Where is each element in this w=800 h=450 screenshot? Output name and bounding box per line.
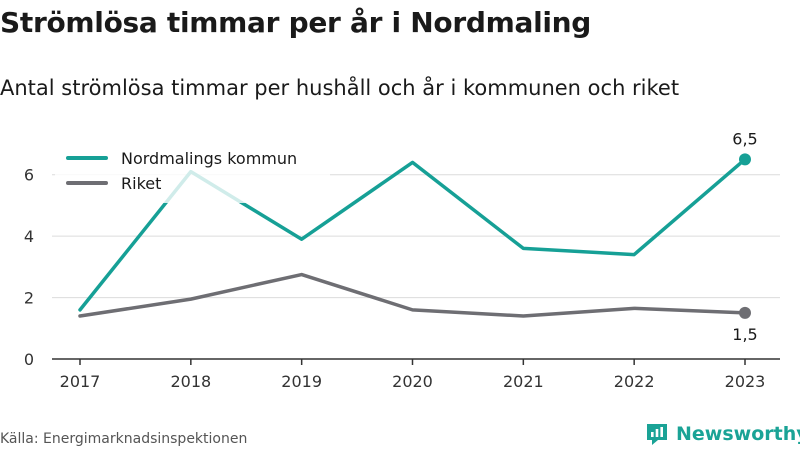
source-note: Källa: Energimarknadsinspektionen [0,431,248,447]
x-tick-label: 2022 [614,372,655,391]
series-end-point-1 [739,306,751,319]
y-tick-label: 0 [24,350,34,369]
brand-wordmark: Newsworthy [676,423,800,445]
legend-label: Riket [121,174,161,193]
legend-background [55,143,330,203]
chart-title: Strömlösa timmar per år i Nordmaling [0,6,592,39]
end-value-label: 6,5 [732,129,757,148]
series-line-1 [78,272,747,318]
end-value-label: 1,5 [732,325,757,344]
y-axis-ticks: 0 2 4 6 [24,166,34,369]
y-tick-label: 6 [24,166,34,185]
x-tick-label: 2021 [503,372,544,391]
x-axis: 2017 2018 2019 2020 2021 2022 2023 [52,358,780,391]
legend-label: Nordmalings kommun [121,149,297,168]
x-tick-label: 2023 [725,372,766,391]
y-tick-label: 4 [24,227,34,246]
x-tick-label: 2019 [281,372,322,391]
x-tick-label: 2020 [392,372,433,391]
legend: Nordmalings kommun Riket [55,143,330,203]
x-tick-label: 2017 [60,372,101,391]
y-tick-label: 2 [24,289,34,308]
series-end-point-0 [739,153,751,166]
newsworthy-logo-icon [647,424,667,445]
x-tick-label: 2018 [170,372,211,391]
chart-subtitle: Antal strömlösa timmar per hushåll och å… [0,76,680,100]
end-labels: 6,5 1,5 [732,129,757,344]
brand-logo: Newsworthy [644,421,800,447]
